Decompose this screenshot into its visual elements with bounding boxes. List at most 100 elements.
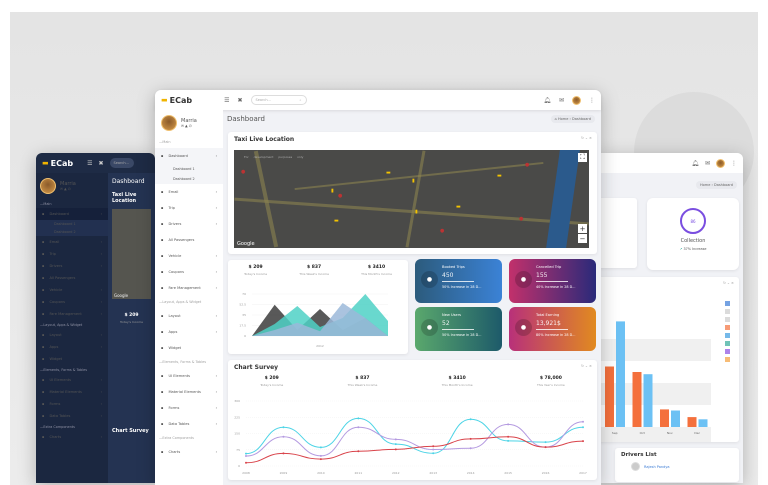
sidebar-item-charts[interactable]: ▪ Charts › [155, 444, 223, 460]
sidebar-item-drivers[interactable]: ▪ Drivers › [36, 260, 108, 272]
sidebar-item-ui-elements[interactable]: ▪ UI Elements › [36, 374, 108, 386]
stat-tile-total-earning[interactable]: ● Total Earning 13,921$ 80% Increase in 28 … [509, 307, 596, 351]
data-point[interactable] [357, 426, 360, 429]
dark-map[interactable]: Google [112, 209, 151, 299]
sidebar-subitem[interactable]: Dashboard 1 [155, 164, 223, 174]
sidebar-item-forms[interactable]: ▪ Forms › [36, 398, 108, 410]
sidebar-item-coupons[interactable]: ▪ Coupons › [155, 264, 223, 280]
mail-icon[interactable]: ✉ [704, 159, 710, 167]
data-point[interactable] [469, 447, 472, 450]
taxi-marker[interactable]: ▮ [331, 188, 334, 194]
data-point[interactable] [245, 461, 247, 464]
sidebar-item-vehicle[interactable]: ▪ Vehicle › [36, 284, 108, 296]
sidebar-item-vehicle[interactable]: ▪ Vehicle › [155, 248, 223, 264]
toolbox-icon[interactable] [725, 333, 730, 338]
card-tools[interactable]: ↻ ⌄ × [722, 281, 734, 285]
sidebar-item-material-elements[interactable]: ▪ Material Elements › [155, 384, 223, 400]
more-icon[interactable]: ⋮ [589, 96, 595, 104]
menu-icon[interactable]: ☰ [87, 159, 93, 167]
toolbox-icon[interactable] [725, 357, 730, 362]
logo[interactable]: ▬ ECab [161, 96, 192, 105]
toolbox-icon[interactable] [725, 341, 730, 346]
sidebar-item-email[interactable]: ▪ Email › [155, 184, 223, 200]
menu-icon[interactable]: ☰ [224, 96, 230, 104]
data-point[interactable] [582, 440, 584, 443]
sidebar-item-fare-management[interactable]: ▪ Fare Management › [155, 280, 223, 296]
sidebar-item-fare-management[interactable]: ▪ Fare Management › [36, 308, 108, 320]
stat-tile-cancelled-trip[interactable]: ● Cancelled Trip 155 40% Increase in 28 D..… [509, 259, 596, 303]
user-actions-icons[interactable]: ✉ ▲ ⏻ [181, 124, 192, 128]
taxi-marker[interactable]: ▬ [456, 204, 461, 210]
bar[interactable] [687, 417, 697, 427]
taxi-marker[interactable]: ▬ [334, 218, 339, 224]
data-point[interactable] [282, 452, 285, 455]
user-actions-icons[interactable]: ✉ ▲ ⏻ [60, 187, 71, 191]
sidebar-item-all-passengers[interactable]: ▪ All Passengers [155, 232, 223, 248]
sidebar-item-coupons[interactable]: ▪ Coupons › [36, 296, 108, 308]
taxi-map[interactable]: ▬ ▮ ▮ ▬ ▬ ▮ ▬ ● ● ● ● ● For development … [234, 150, 589, 248]
bar[interactable] [671, 410, 680, 428]
data-point[interactable] [582, 420, 584, 423]
data-point[interactable] [319, 446, 322, 449]
sidebar-subitem[interactable]: Dashboard 1 [36, 220, 108, 228]
sidebar-item-dashboard[interactable]: ▪ Dashboard › [36, 208, 108, 220]
stat-tile-booked-trips[interactable]: ● Booked Trips 450 50% Increase in 28 D... [415, 259, 502, 303]
bar[interactable] [632, 372, 642, 427]
avatar[interactable] [716, 158, 725, 168]
sidebar-item-widget[interactable]: ▪ Widget [36, 353, 108, 365]
sidebar-item-all-passengers[interactable]: ▪ All Passengers [36, 272, 108, 284]
data-point[interactable] [245, 455, 247, 458]
data-point[interactable] [282, 426, 285, 429]
data-point[interactable] [357, 450, 360, 453]
sidebar-item-trip[interactable]: ▪ Trip › [155, 200, 223, 216]
card-tools[interactable]: ↻ ⌄ × [580, 136, 592, 140]
breadcrumb-home[interactable]: Home [700, 183, 711, 187]
data-point[interactable] [432, 448, 435, 451]
bar[interactable] [643, 374, 653, 427]
data-point[interactable] [394, 443, 397, 446]
bell-icon[interactable]: 🔔︎ [543, 96, 551, 104]
taxi-marker[interactable]: ▮ [415, 209, 418, 215]
data-point[interactable] [469, 418, 472, 421]
more-icon[interactable]: ⋮ [731, 159, 737, 167]
avatar[interactable] [40, 178, 56, 194]
sidebar-item-trip[interactable]: ▪ Trip › [36, 248, 108, 260]
fullscreen-icon[interactable]: ✖ [237, 96, 243, 104]
data-point[interactable] [319, 458, 322, 461]
sidebar-item-data-tables[interactable]: ▪ Data Tables › [155, 416, 223, 432]
sidebar-subitem[interactable]: Dashboard 2 [155, 174, 223, 184]
data-point[interactable] [507, 423, 510, 426]
dark-logo[interactable]: ▬ ECab [42, 159, 73, 168]
data-point[interactable] [282, 435, 285, 438]
driver-row[interactable]: Rajesh Pandya [615, 462, 739, 471]
breadcrumb-home[interactable]: Home [558, 117, 569, 121]
sidebar-item-widget[interactable]: ▪ Widget [155, 340, 223, 356]
toolbox-icon[interactable] [725, 317, 730, 322]
avatar[interactable] [161, 115, 177, 131]
sidebar-item-data-tables[interactable]: ▪ Data Tables › [36, 410, 108, 422]
data-point[interactable] [544, 446, 547, 449]
data-point[interactable] [357, 417, 360, 420]
bar[interactable] [698, 419, 708, 427]
search-input[interactable]: Search... ⌕ [250, 95, 307, 105]
data-point[interactable] [394, 438, 397, 441]
map-fullscreen-button[interactable]: ⛶ [578, 153, 587, 162]
sidebar-item-layout[interactable]: ▪ Layout › [155, 308, 223, 324]
sidebar-item-email[interactable]: ▪ Email › [36, 236, 108, 248]
map-zoom-in-button[interactable]: + [578, 224, 587, 233]
data-point[interactable] [582, 426, 584, 429]
data-point[interactable] [507, 435, 510, 438]
toolbox-icon[interactable] [725, 349, 730, 354]
card-tools[interactable]: ↻ ⌄ × [580, 364, 592, 368]
toolbox-icon[interactable] [725, 309, 730, 314]
toolbox-icon[interactable] [725, 325, 730, 330]
bell-icon[interactable]: 🔔︎ [691, 159, 699, 167]
bar[interactable] [605, 366, 614, 428]
bar[interactable] [616, 321, 625, 427]
sidebar-item-drivers[interactable]: ▪ Drivers › [155, 216, 223, 232]
map-zoom-out-button[interactable]: − [578, 234, 587, 243]
taxi-marker[interactable]: ▮ [412, 178, 415, 184]
bar[interactable] [660, 409, 669, 427]
data-point[interactable] [544, 441, 547, 444]
sidebar-item-apps[interactable]: ▪ Apps › [36, 341, 108, 353]
